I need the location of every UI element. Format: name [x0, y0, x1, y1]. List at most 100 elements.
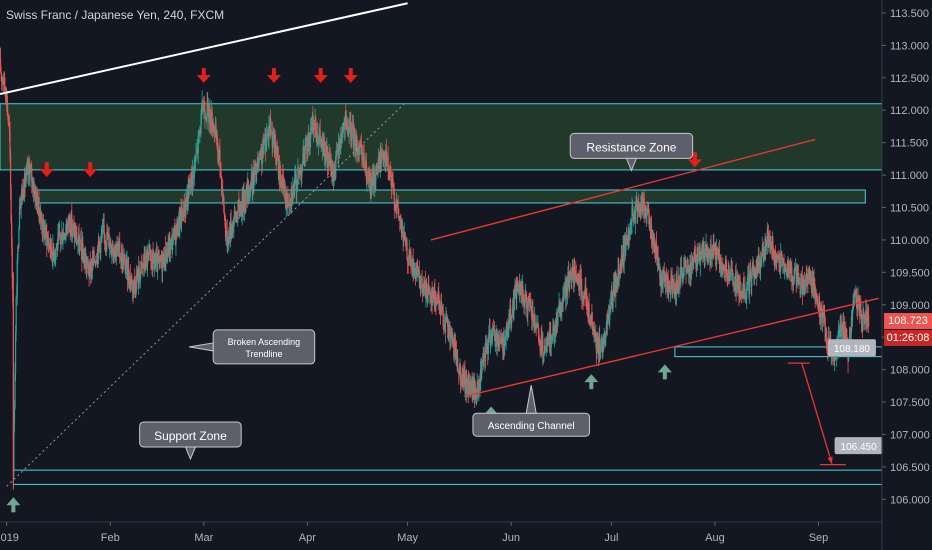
candle-body [155, 254, 157, 263]
candle-body [87, 258, 89, 266]
candle-body [135, 274, 138, 292]
candle-body [108, 233, 110, 249]
candle-body [639, 209, 641, 213]
candle-body [337, 143, 340, 158]
candle-body [718, 249, 721, 265]
y-tick-label: 113.500 [890, 8, 929, 20]
candle-body [849, 327, 851, 334]
candle-body [15, 297, 17, 333]
candle-body [55, 248, 57, 257]
candle-body [77, 242, 79, 244]
annotations-layer: Resistance Zone Broken Ascending Trendline… [139, 132, 883, 461]
candle-body [625, 237, 627, 251]
candle-body [346, 120, 349, 130]
candle-body [402, 227, 404, 242]
candle-body [76, 232, 78, 244]
candle-body [532, 310, 534, 315]
candle-body [0, 71, 2, 75]
candle-body [150, 250, 152, 260]
candle-body [370, 176, 372, 193]
candle-body [792, 277, 795, 285]
candle-body [464, 371, 466, 392]
candle-body [483, 357, 485, 358]
candle-body [835, 358, 837, 360]
candle-body [697, 251, 699, 263]
candle-body [652, 237, 654, 244]
candle-body [165, 252, 168, 261]
candle-body [668, 283, 670, 293]
candle-body [341, 134, 343, 140]
candle-body [282, 177, 285, 186]
candle-body [491, 328, 493, 344]
candle-body [753, 268, 756, 279]
candle-body [371, 186, 373, 193]
candle-body [80, 238, 82, 249]
candle-body [516, 277, 518, 285]
candle-body [271, 130, 273, 132]
candle-body [543, 346, 546, 354]
candle-body [266, 134, 268, 146]
candle-body [590, 318, 592, 319]
candle-body [352, 125, 354, 127]
candle-body [53, 252, 55, 260]
candle-body [40, 213, 42, 220]
candle-body [766, 230, 768, 245]
candle-body [579, 274, 581, 290]
arrow-shaft [201, 68, 206, 78]
candle-body [65, 227, 67, 234]
zones-layer [0, 103, 883, 485]
candle-body [850, 333, 852, 335]
candle-body [134, 283, 136, 291]
candle-body [442, 310, 444, 327]
candle-body [222, 188, 224, 202]
candle-body [208, 113, 210, 123]
candle-body [817, 302, 819, 308]
candle-body [560, 305, 562, 316]
candle-body [584, 297, 586, 299]
candle-body [71, 230, 73, 232]
candle-body [647, 208, 649, 212]
candle-body [669, 286, 671, 293]
candle-body [636, 199, 638, 213]
candle-body [154, 262, 156, 264]
candle-body [390, 176, 392, 178]
candle-body [746, 288, 748, 298]
channel-bottom [467, 297, 879, 397]
candle-body [110, 247, 112, 253]
candle-body [575, 274, 577, 280]
candle-body [819, 300, 821, 314]
candle-body [233, 209, 236, 219]
candle-body [354, 129, 356, 134]
candle-body [586, 298, 588, 306]
candle-body [83, 259, 85, 264]
candle-body [630, 222, 633, 226]
candle-body [376, 165, 378, 172]
candle-body [580, 274, 582, 279]
candle-body [736, 288, 738, 291]
candle-body [550, 336, 552, 348]
x-tick-label: Mar [194, 532, 213, 544]
arrow-head [39, 169, 54, 178]
candle-body [321, 138, 323, 150]
candle-body [284, 184, 286, 201]
candle-body [682, 277, 684, 282]
candle-body [169, 241, 171, 254]
candle-body [195, 153, 197, 161]
candle-body [672, 279, 674, 290]
candle-body [85, 258, 87, 269]
candle-body [688, 268, 690, 276]
candle-body [91, 257, 94, 272]
candle-body [569, 271, 571, 289]
candle-body [100, 234, 102, 238]
arrow-head [484, 406, 499, 415]
candle-body [164, 247, 166, 263]
candle-body [648, 213, 650, 228]
candle-body [256, 169, 258, 175]
candle-body [211, 111, 213, 131]
candle-body [588, 302, 590, 324]
candle-body [7, 116, 9, 124]
candle-body [18, 206, 21, 230]
candle-body [47, 239, 50, 245]
candle-body [670, 274, 672, 292]
